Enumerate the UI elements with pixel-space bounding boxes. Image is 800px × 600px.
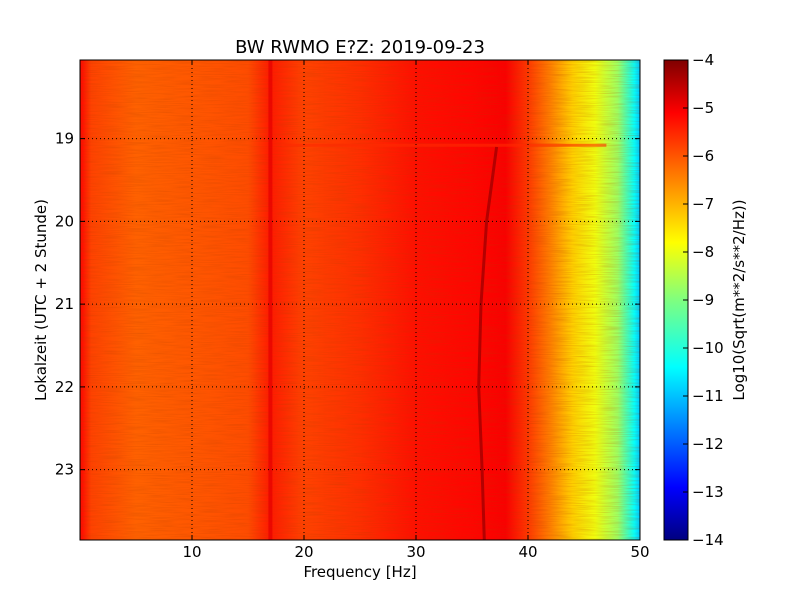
drifting-line	[477, 146, 499, 540]
colorbar-tick-label: −9	[692, 291, 714, 309]
x-axis: 10 20 30 40 50	[182, 60, 650, 561]
colorbar: −4 −5 −6 −7 −8 −9 −10 −11 −12 −13 −14 Log10(Sqrt(m…	[663, 51, 748, 549]
colorbar-label: Log10(Sqrt(m**2/s**2/Hz))	[730, 199, 748, 400]
x-tick-label: 30	[406, 543, 425, 561]
colorbar-tick-label: −7	[692, 195, 714, 213]
colorbar-tick-label: −14	[692, 531, 724, 549]
plot-frame	[79, 59, 641, 541]
heatmap-area	[80, 60, 640, 540]
y-tick-label: 20	[55, 212, 74, 230]
heatmap-texture	[80, 60, 640, 540]
y-tick-label: 21	[55, 295, 74, 313]
colorbar-tick-label: −5	[692, 99, 714, 117]
x-tick-label: 50	[630, 543, 649, 561]
colorbar-tick-label: −8	[692, 243, 714, 261]
colorbar-tick-label: −4	[692, 51, 714, 69]
colorbar-tick-label: −13	[692, 483, 724, 501]
x-tick-label: 10	[182, 543, 201, 561]
y-axis-label: Lokalzeit (UTC + 2 Stunde)	[32, 199, 50, 401]
colorbar-tick-label: −6	[692, 147, 714, 165]
x-axis-label: Frequency [Hz]	[303, 563, 416, 581]
y-tick-label: 23	[55, 461, 74, 479]
x-tick-label: 40	[518, 543, 537, 561]
grid	[80, 60, 640, 540]
colorbar-tick-label: −11	[692, 387, 724, 405]
x-tick-label: 20	[294, 543, 313, 561]
y-tick-label: 19	[55, 130, 74, 148]
y-tick-label: 22	[55, 378, 74, 396]
colorbar-tick-label: −10	[692, 339, 724, 357]
colorbar-tick-label: −12	[692, 435, 724, 453]
y-axis: 19 20 21 22 23	[55, 130, 640, 479]
chart-title: BW RWMO E?Z: 2019-09-23	[235, 37, 485, 58]
